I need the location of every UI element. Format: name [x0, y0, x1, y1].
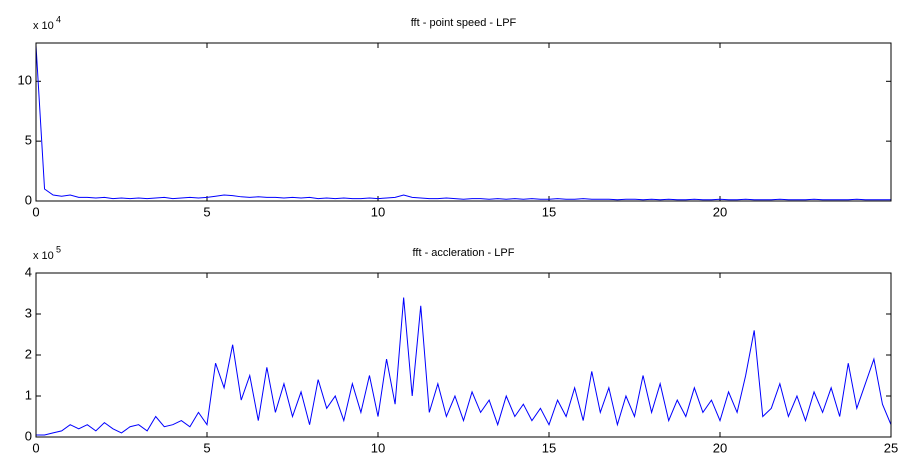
chart-title: fft - accleration - LPF: [413, 247, 515, 259]
x-tick-label: 15: [542, 204, 556, 219]
x-tick-label: 15: [542, 440, 556, 455]
y-tick-label: 4: [25, 264, 32, 279]
y-tick-label: 5: [25, 133, 32, 148]
chart-title: fft - point speed - LPF: [411, 17, 517, 29]
y-multiplier: x 10: [33, 20, 54, 32]
x-tick-label: 10: [371, 440, 385, 455]
axes-frame: [35, 42, 892, 202]
axes-frame: [35, 272, 892, 438]
data-line: [35, 45, 891, 201]
data-line: [36, 297, 892, 436]
x-tick-label: 20: [713, 204, 727, 219]
y-exponent: 4: [56, 14, 61, 24]
x-tick-label: 0: [32, 204, 39, 219]
x-tick-label: 0: [32, 440, 39, 455]
x-tick-label: 20: [713, 440, 727, 455]
y-tick-label: 1: [25, 387, 32, 402]
axes-box: [36, 273, 891, 437]
x-tick-label: 5: [203, 440, 210, 455]
y-tick-label: 0: [25, 192, 32, 207]
y-tick-label: 0: [25, 428, 32, 443]
y-exponent: 5: [56, 244, 61, 254]
y-tick-label: 2: [25, 346, 32, 361]
x-tick-label: 25: [884, 440, 898, 455]
y-tick-label: 3: [25, 305, 32, 320]
y-multiplier: x 10: [33, 250, 54, 262]
x-tick-label: 10: [371, 204, 385, 219]
axes-box: [36, 43, 891, 201]
x-tick-label: 5: [203, 204, 210, 219]
y-tick-label: 10: [18, 73, 32, 88]
